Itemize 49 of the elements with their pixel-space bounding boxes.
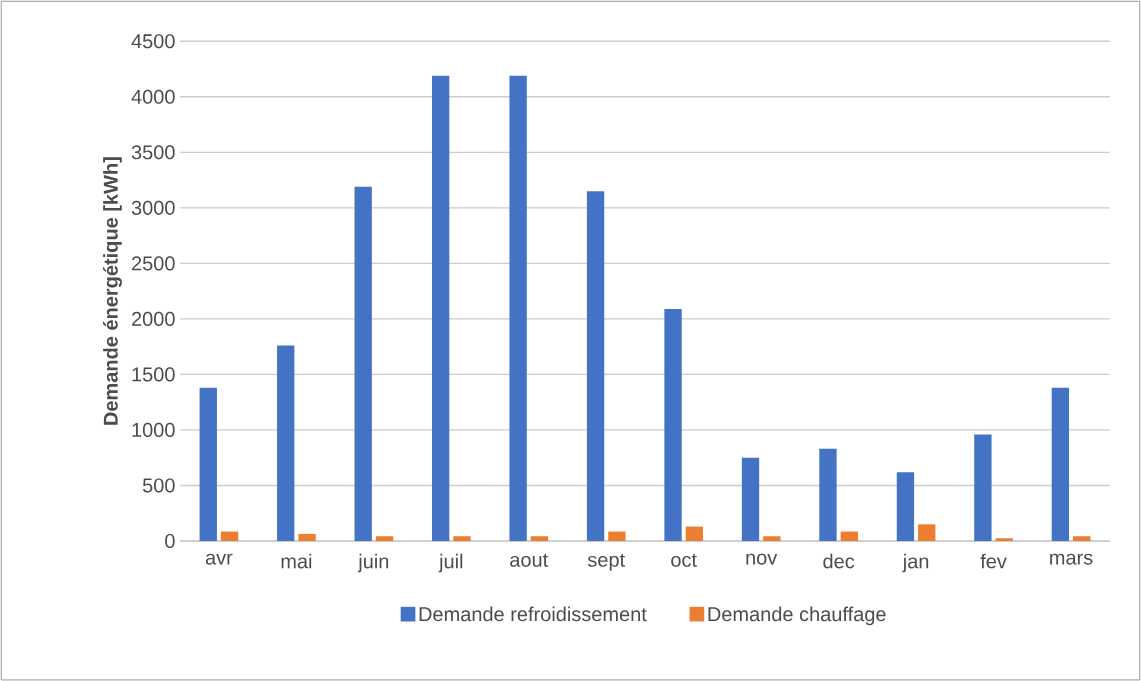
y-tick-label: 1000 — [132, 422, 175, 437]
x-tick-label: juil — [438, 553, 463, 573]
bar — [974, 434, 992, 541]
bar — [685, 526, 704, 541]
bar — [375, 536, 394, 541]
x-tick-label: mai — [281, 553, 312, 569]
bar — [530, 536, 549, 541]
bar — [608, 531, 626, 541]
y-tick-label: 2000 — [132, 311, 175, 326]
x-tick-label: juin — [357, 553, 389, 573]
y-tick-label: 3500 — [131, 145, 175, 160]
bar — [453, 536, 471, 541]
bar — [220, 531, 239, 541]
x-tick-label: oct — [671, 553, 697, 567]
y-tick-label: 2500 — [132, 256, 175, 271]
bar — [509, 75, 527, 541]
y-tick-label: 3000 — [131, 200, 175, 215]
bar — [298, 533, 316, 541]
bar — [1051, 387, 1070, 541]
x-tick-label: avr — [205, 553, 233, 565]
y-tick-label: 4000 — [131, 89, 175, 104]
bar — [896, 472, 915, 541]
y-tick-label: 4500 — [131, 34, 175, 49]
bar — [840, 531, 858, 541]
x-tick-label: sept — [587, 553, 625, 571]
bar — [918, 524, 936, 541]
x-tick-label: mars — [1050, 553, 1093, 565]
x-tick-label: nov — [746, 553, 778, 565]
bar — [586, 191, 605, 541]
y-tick-label: 500 — [142, 478, 175, 493]
y-tick-label: 0 — [165, 533, 175, 548]
x-tick-label: dec — [823, 553, 855, 569]
legend-label: Demande refroidissement — [419, 606, 647, 622]
x-tick-label: fev — [980, 553, 1007, 569]
bar — [277, 345, 295, 541]
bar — [1073, 536, 1091, 541]
bar — [995, 538, 1013, 541]
bar — [354, 186, 372, 541]
y-axis-title: Demande énergétique [kWh] — [102, 157, 122, 425]
bar — [763, 536, 781, 541]
legend-label: Demande chauffage — [708, 606, 886, 626]
bar — [664, 308, 682, 541]
x-tick-label: jan — [902, 553, 929, 573]
y-tick-label: 1500 — [132, 367, 175, 382]
bar — [431, 75, 450, 541]
bar — [741, 457, 760, 541]
bar — [199, 387, 217, 541]
bar — [819, 448, 837, 541]
x-tick-label: aout — [510, 553, 549, 567]
